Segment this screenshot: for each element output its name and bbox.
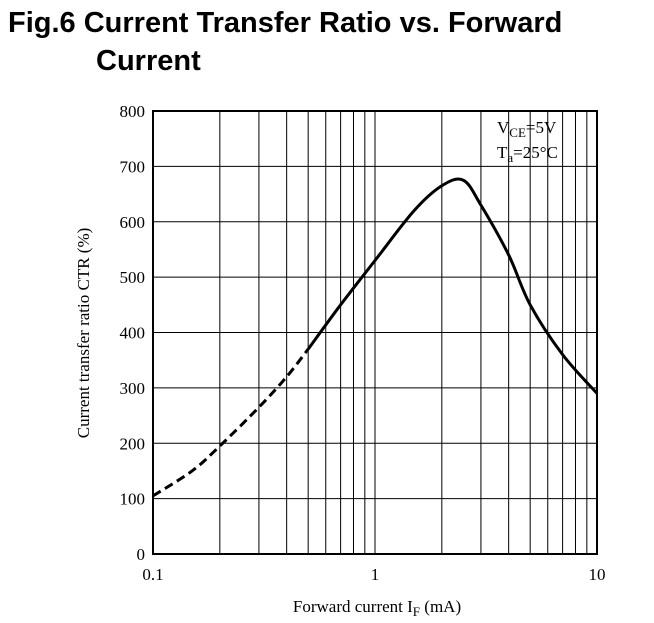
condition-ta-value: =25°C (513, 143, 558, 162)
x-tick-label: 0.1 (142, 565, 163, 584)
condition-vce-value: =5V (526, 118, 557, 137)
x-tick-label: 1 (371, 565, 380, 584)
plot-frame (152, 110, 598, 555)
x-axis-label-sub: F (413, 604, 420, 619)
ctr-curve-solid (306, 177, 599, 395)
y-axis-label: Current transfer ratio CTR (%) (74, 228, 93, 439)
y-tick-label: 600 (120, 213, 146, 232)
condition-vce-symbol: V (497, 118, 510, 137)
y-tick-label: 200 (120, 434, 146, 453)
condition-ta: Ta=25°C (497, 143, 558, 165)
y-tick-label: 0 (137, 545, 146, 564)
tick-labels: 0 100 200 300 400 500 600 700 800 0.1 1 10 (120, 102, 606, 584)
y-tick-label: 700 (120, 157, 146, 176)
x-axis-label: Forward current IF (mA) (293, 597, 461, 619)
chart-title: Fig.6 Current Transfer Ratio vs. Forward… (8, 4, 648, 80)
condition-vce: VCE=5V (497, 118, 557, 140)
grid-lines (152, 110, 598, 555)
y-tick-label: 100 (120, 490, 146, 509)
y-tick-label: 300 (120, 379, 146, 398)
condition-ta-symbol: T (497, 143, 508, 162)
y-tick-label: 800 (120, 102, 146, 121)
x-axis-label-main: Forward current I (293, 597, 413, 616)
curves (152, 177, 599, 498)
ctr-curve-dashed (152, 348, 310, 498)
condition-vce-sub: CE (509, 125, 526, 140)
y-tick-label: 500 (120, 268, 146, 287)
y-tick-label: 400 (120, 324, 146, 343)
chart-title-line1: Fig.6 Current Transfer Ratio vs. Forward (8, 7, 563, 39)
chart-title-line2: Current (96, 45, 201, 77)
condition-ta-sub: a (507, 150, 513, 165)
x-axis-label-unit: (mA) (420, 597, 461, 616)
x-tick-label: 10 (589, 565, 606, 584)
